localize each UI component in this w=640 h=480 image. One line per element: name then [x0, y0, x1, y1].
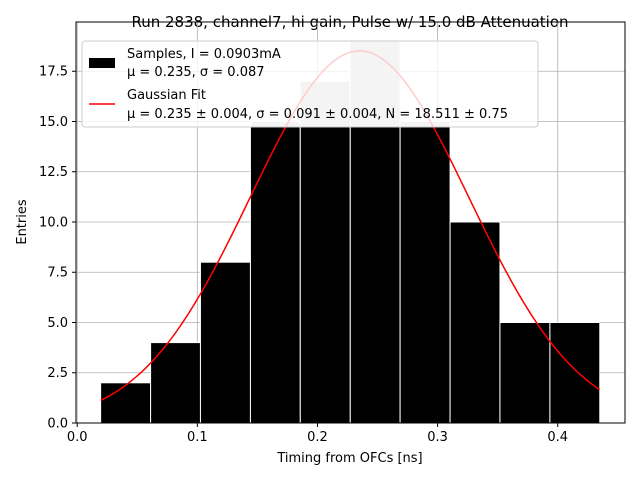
histogram-bar [549, 321, 601, 424]
legend-fit-line1: Gaussian Fit [127, 88, 206, 103]
histogram-bar [199, 261, 251, 424]
x-axis-label: Timing from OFCs [ns] [276, 451, 422, 466]
x-tick-label: 0.2 [307, 430, 328, 445]
histogram-bar [299, 80, 351, 424]
legend: Samples, I = 0.0903mA μ = 0.235, σ = 0.0… [81, 40, 539, 128]
histogram-bar [449, 221, 501, 424]
x-tick-label: 0.1 [187, 430, 208, 445]
histogram-bar [150, 342, 201, 424]
histogram-bar [100, 382, 152, 424]
y-axis-label: Entries [15, 199, 30, 245]
y-tick-label: 15.0 [39, 115, 68, 130]
legend-samples-line2: μ = 0.235, σ = 0.087 [127, 65, 265, 80]
y-axis-ticks: 0.0 2.5 5.0 7.5 10.0 12.5 15.0 17.5 [39, 65, 76, 432]
y-tick-label: 12.5 [39, 165, 68, 180]
legend-samples-swatch [89, 58, 115, 68]
y-tick-label: 2.5 [47, 366, 68, 381]
y-tick-label: 5.0 [47, 316, 68, 331]
histogram-bar [249, 120, 301, 424]
x-tick-label: 0.3 [427, 430, 448, 445]
histogram-bar [499, 321, 551, 424]
y-tick-label: 0.0 [47, 417, 68, 432]
y-tick-label: 17.5 [39, 65, 68, 80]
histogram-bar [399, 120, 451, 424]
legend-fit-line2: μ = 0.235 ± 0.004, σ = 0.091 ± 0.004, N … [127, 107, 508, 122]
legend-samples-line1: Samples, I = 0.0903mA [127, 47, 281, 62]
x-axis-ticks: 0.0 0.1 0.2 0.3 0.4 [67, 423, 568, 445]
y-tick-label: 10.0 [39, 215, 68, 230]
x-tick-label: 0.0 [67, 430, 88, 445]
y-tick-label: 7.5 [47, 266, 68, 281]
plot-frame [75, 21, 626, 424]
x-tick-label: 0.4 [547, 430, 568, 445]
legend-box [81, 40, 539, 128]
